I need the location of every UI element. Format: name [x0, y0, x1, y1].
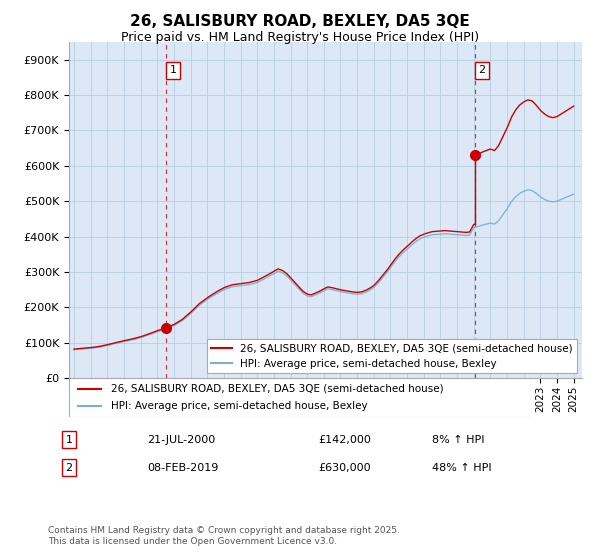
Text: 48% ↑ HPI: 48% ↑ HPI — [432, 463, 491, 473]
Text: 21-JUL-2000: 21-JUL-2000 — [147, 435, 215, 445]
Text: 1: 1 — [170, 66, 176, 75]
Text: Price paid vs. HM Land Registry's House Price Index (HPI): Price paid vs. HM Land Registry's House … — [121, 31, 479, 44]
Text: 2: 2 — [479, 66, 485, 75]
Text: £142,000: £142,000 — [318, 435, 371, 445]
Text: Contains HM Land Registry data © Crown copyright and database right 2025.
This d: Contains HM Land Registry data © Crown c… — [48, 526, 400, 546]
Text: HPI: Average price, semi-detached house, Bexley: HPI: Average price, semi-detached house,… — [110, 401, 367, 411]
Text: 26, SALISBURY ROAD, BEXLEY, DA5 3QE (semi-detached house): 26, SALISBURY ROAD, BEXLEY, DA5 3QE (sem… — [110, 384, 443, 394]
Text: 08-FEB-2019: 08-FEB-2019 — [147, 463, 218, 473]
Text: 8% ↑ HPI: 8% ↑ HPI — [432, 435, 485, 445]
Legend: 26, SALISBURY ROAD, BEXLEY, DA5 3QE (semi-detached house), HPI: Average price, s: 26, SALISBURY ROAD, BEXLEY, DA5 3QE (sem… — [206, 339, 577, 373]
Text: 26, SALISBURY ROAD, BEXLEY, DA5 3QE: 26, SALISBURY ROAD, BEXLEY, DA5 3QE — [130, 14, 470, 29]
Text: £630,000: £630,000 — [318, 463, 371, 473]
Text: 2: 2 — [65, 463, 73, 473]
Text: 1: 1 — [65, 435, 73, 445]
